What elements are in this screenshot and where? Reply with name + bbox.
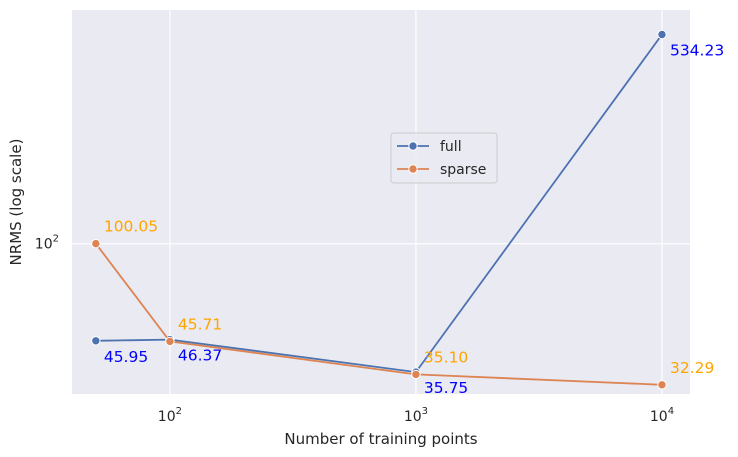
- legend: full sparse: [390, 132, 498, 184]
- data-label-sparse: 35.10: [424, 348, 468, 366]
- legend-marker-full: [408, 141, 418, 151]
- data-label-sparse: 45.71: [178, 315, 222, 333]
- series-line-full: [95, 33, 663, 374]
- data-point-sparse: [91, 238, 101, 249]
- data-label-full: 35.75: [424, 379, 468, 397]
- series-group: [91, 29, 667, 390]
- data-label-full: 46.37: [178, 347, 222, 365]
- x-tick-label: 102: [158, 406, 182, 425]
- plot-background: [72, 10, 690, 394]
- legend-label-full: full: [440, 139, 462, 155]
- data-point-sparse: [657, 380, 667, 390]
- data-label-full: 45.95: [104, 348, 148, 366]
- y-axis-label: NRMS (log scale): [7, 139, 25, 266]
- data-point-sparse: [411, 369, 421, 380]
- data-point-sparse: [165, 336, 175, 347]
- x-tick-label: 103: [404, 406, 428, 425]
- data-label-sparse: 32.29: [670, 359, 714, 377]
- data-label-full: 534.23: [670, 41, 724, 59]
- data-label-sparse: 100.05: [104, 218, 158, 236]
- y-tick-labels: 102: [35, 234, 59, 253]
- series-line-sparse: [95, 243, 663, 386]
- legend-marker-sparse: [408, 164, 418, 174]
- x-axis-label: Number of training points: [284, 430, 477, 448]
- y-tick-label: 102: [35, 234, 59, 253]
- grid-lines: [72, 10, 690, 394]
- x-tick-label: 104: [650, 406, 674, 425]
- data-point-full: [657, 29, 667, 40]
- legend-label-sparse: sparse: [440, 162, 486, 178]
- data-point-full: [91, 336, 101, 346]
- x-tick-labels: 102 103 104: [158, 406, 674, 425]
- data-labels: 45.95 46.37 35.75 534.23 100.05 45.71 35.10 32.…: [104, 41, 724, 397]
